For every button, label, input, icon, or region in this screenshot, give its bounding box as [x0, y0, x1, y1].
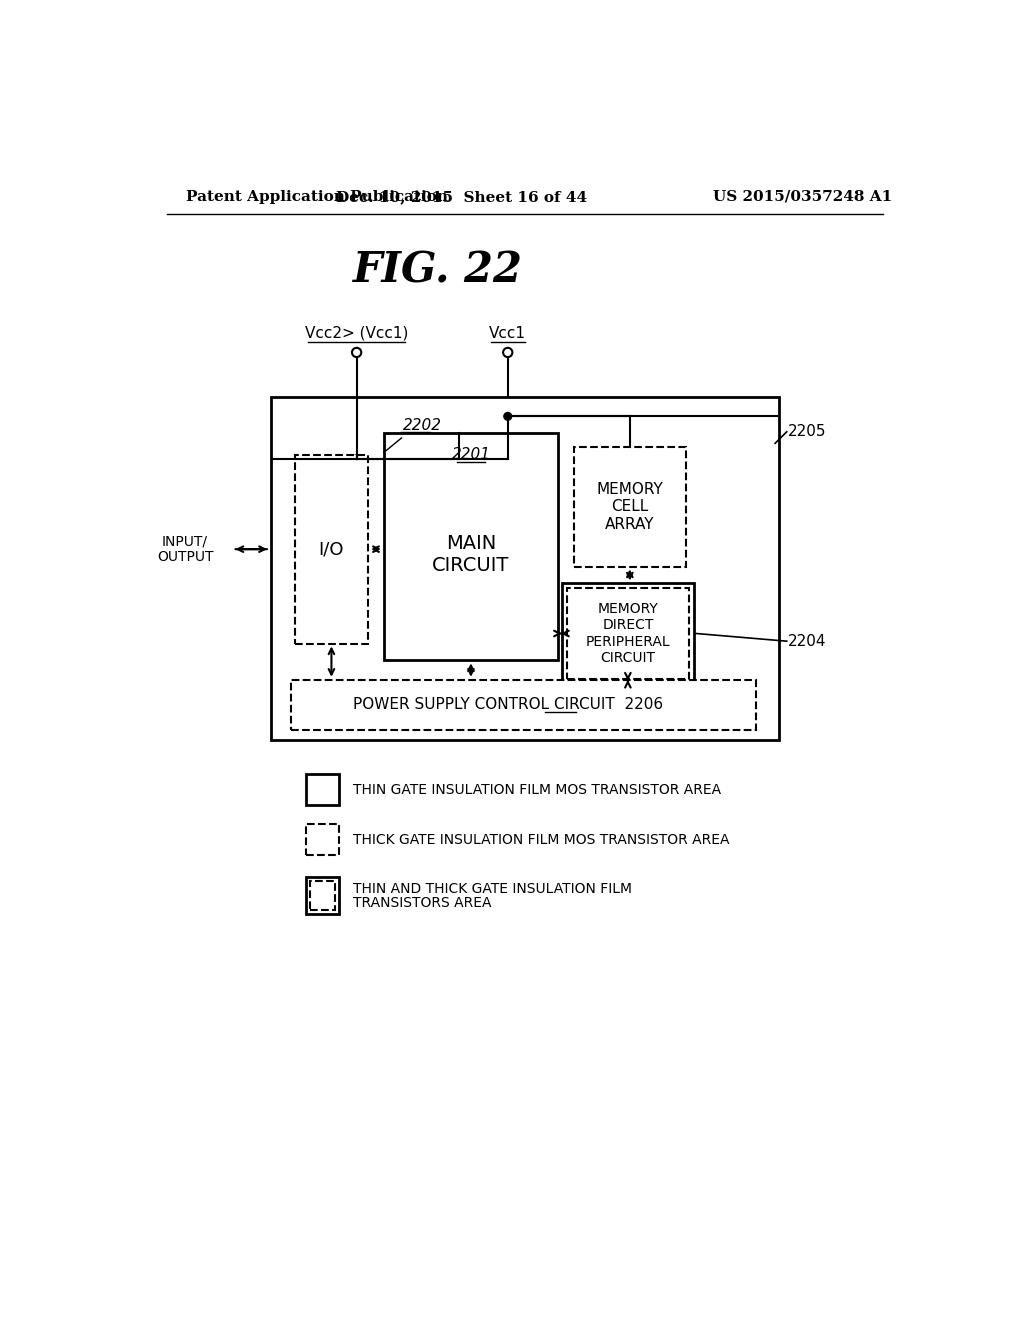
Text: MAIN
CIRCUIT: MAIN CIRCUIT [432, 535, 510, 576]
Text: THICK GATE INSULATION FILM MOS TRANSISTOR AREA: THICK GATE INSULATION FILM MOS TRANSISTO… [352, 833, 729, 847]
Bar [271, 397, 779, 739]
Bar [306, 825, 339, 855]
Text: I/O: I/O [318, 540, 344, 558]
Text: THIN AND THICK GATE INSULATION FILM: THIN AND THICK GATE INSULATION FILM [352, 882, 632, 896]
Text: Vcc1: Vcc1 [489, 326, 526, 341]
Text: Patent Application Publication: Patent Application Publication [186, 190, 449, 203]
Circle shape [352, 455, 360, 462]
Bar [384, 433, 558, 660]
Bar [562, 583, 693, 684]
Text: MEMORY
DIRECT
PERIPHERAL
CIRCUIT: MEMORY DIRECT PERIPHERAL CIRCUIT [586, 602, 670, 665]
Bar [291, 680, 756, 730]
Text: US 2015/0357248 A1: US 2015/0357248 A1 [713, 190, 892, 203]
Text: 2205: 2205 [788, 424, 826, 440]
Text: Dec. 10, 2015  Sheet 16 of 44: Dec. 10, 2015 Sheet 16 of 44 [336, 190, 587, 203]
Bar [306, 775, 339, 805]
Bar [566, 589, 689, 678]
Circle shape [504, 413, 512, 420]
Bar [306, 876, 339, 913]
Text: TRANSISTORS AREA: TRANSISTORS AREA [352, 896, 492, 909]
Text: 2201: 2201 [452, 447, 490, 462]
Text: THIN GATE INSULATION FILM MOS TRANSISTOR AREA: THIN GATE INSULATION FILM MOS TRANSISTOR… [352, 783, 721, 797]
Bar [310, 880, 335, 909]
Bar [573, 447, 686, 566]
Bar [295, 455, 369, 644]
Text: Vcc2> (Vcc1): Vcc2> (Vcc1) [305, 326, 409, 341]
Text: FIG. 22: FIG. 22 [353, 249, 523, 290]
Text: 2204: 2204 [788, 634, 826, 648]
Text: 2202: 2202 [403, 418, 442, 433]
Text: MEMORY
CELL
ARRAY: MEMORY CELL ARRAY [596, 482, 664, 532]
Text: POWER SUPPLY CONTROL CIRCUIT  2206: POWER SUPPLY CONTROL CIRCUIT 2206 [352, 697, 663, 713]
Text: INPUT/
OUTPUT: INPUT/ OUTPUT [157, 535, 213, 564]
